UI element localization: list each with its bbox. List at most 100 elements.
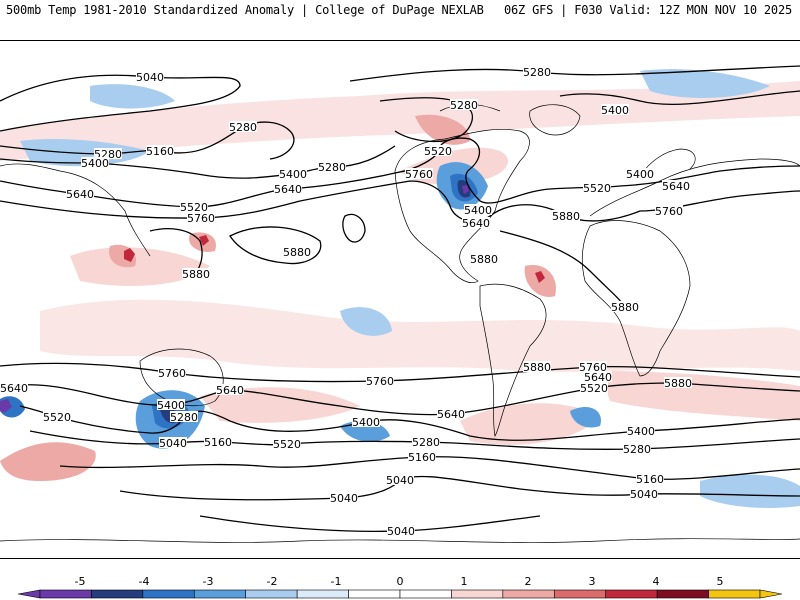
colorbar-cell	[348, 589, 401, 599]
colorbar-tick-label: -5	[75, 575, 86, 588]
colorbar-tick-label: 2	[525, 575, 532, 588]
contour-label-bg	[523, 361, 551, 372]
contour-label-bg	[584, 371, 612, 382]
map-title: 500mb Temp 1981-2010 Standardized Anomal…	[6, 3, 484, 17]
contour-label: 5040	[387, 525, 415, 538]
contour-label: 5520	[180, 201, 208, 214]
contour-label-bg	[412, 436, 440, 447]
contour-label-bg	[158, 367, 186, 378]
colorbar-cell	[605, 589, 658, 599]
contour-label: 5400	[601, 104, 629, 117]
contour-label-bg	[408, 451, 436, 462]
contour-label: 5280	[170, 411, 198, 424]
contour-label-bg	[204, 436, 232, 447]
contour-label-bg	[146, 145, 174, 156]
contour-label-bg	[662, 180, 690, 191]
colorbar-cell	[39, 589, 92, 599]
contour-label: 5640	[462, 217, 490, 230]
contour-label-bg	[450, 99, 478, 110]
contour-label: 5280	[450, 99, 478, 112]
contour-label-bg	[66, 188, 94, 199]
contour-label: 5400	[157, 399, 185, 412]
anomaly-colorbar: -5 -4 -3 -2 -1 0 1 2 3 4 5	[17, 575, 783, 599]
colorbar-cell	[502, 589, 555, 599]
contour-label-bg	[81, 157, 109, 168]
contour-label: 5640	[584, 371, 612, 384]
contour-label: 5160	[408, 451, 436, 464]
contour-label-bg	[611, 301, 639, 312]
contour-label-bg	[462, 217, 490, 228]
contour-label: 5760	[405, 168, 433, 181]
contour-label: 5880	[470, 253, 498, 266]
contour-label-bg	[630, 488, 658, 499]
contour-label: 5640	[216, 384, 244, 397]
contour-label: 5640	[0, 382, 28, 395]
contour-label-bg	[470, 253, 498, 264]
colorbar-tick-label: 4	[653, 575, 660, 588]
contour-label: 5760	[579, 361, 607, 374]
colorbar-tick-label: -3	[203, 575, 214, 588]
contour-label: 5160	[146, 145, 174, 158]
colorbar-cell	[91, 589, 144, 599]
contour-label: 5880	[552, 210, 580, 223]
contour-label-bg	[437, 408, 465, 419]
contour-label-bg	[580, 382, 608, 393]
contour-label: 5400	[626, 168, 654, 181]
contour-label-bg	[626, 168, 654, 179]
contour-label-bg	[274, 183, 302, 194]
contour-label: 5880	[283, 246, 311, 259]
contour-label: 5400	[81, 157, 109, 170]
contour-label: 5160	[204, 436, 232, 449]
contour-label-bg	[655, 205, 683, 216]
contour-label: 5520	[424, 145, 452, 158]
colorbar-tick-label: -4	[139, 575, 150, 588]
contour-label-bg	[664, 377, 692, 388]
contour-label-bg	[283, 246, 311, 257]
contour-label: 5400	[279, 168, 307, 181]
contour-label-bg	[279, 168, 307, 179]
colorbar-tick-label: 1	[461, 575, 468, 588]
contour-label: 5040	[630, 488, 658, 501]
contour-label-bg	[523, 66, 551, 77]
colorbar-cell	[245, 589, 298, 599]
contour-label-bg	[583, 182, 611, 193]
contour-label: 5520	[43, 411, 71, 424]
anomaly-map[interactable]: 5040 5280 5280 5400 5280 5160 5280 5400 5520 5280…	[0, 40, 800, 559]
contour-label: 5400	[627, 425, 655, 438]
colorbar-cell	[708, 589, 761, 599]
contour-label: 5880	[523, 361, 551, 374]
contour-label: 5280	[623, 443, 651, 456]
contour-label: 5760	[655, 205, 683, 218]
contour-label-bg	[0, 382, 28, 393]
contour-label-bg	[352, 416, 380, 427]
contour-label-bg	[180, 201, 208, 212]
contour-label-bg	[387, 525, 415, 536]
colorbar-cell	[399, 589, 452, 599]
model-run-info: 06Z GFS | F030 Valid: 12Z MON NOV 10 202…	[503, 3, 792, 17]
contour-label: 5280	[523, 66, 551, 79]
contour-label: 5160	[636, 473, 664, 486]
contour-label-bg	[386, 474, 414, 485]
contour-label: 5520	[583, 182, 611, 195]
contour-label-bg	[330, 492, 358, 503]
contour-label-bg	[136, 71, 164, 82]
contour-label: 5040	[330, 492, 358, 505]
colorbar-low-arrow	[17, 589, 41, 599]
contour-label-bg	[405, 168, 433, 179]
colorbar-cells	[17, 589, 783, 599]
colorbar-tick-label: 3	[589, 575, 596, 588]
contour-label: 5760	[366, 375, 394, 388]
contour-label-bg	[552, 210, 580, 221]
colorbar-cell	[142, 589, 195, 599]
contour-label-bg	[43, 411, 71, 422]
contour-label-bg	[229, 121, 257, 132]
colorbar-tick-label: 5	[717, 575, 724, 588]
contour-label-bg	[627, 425, 655, 436]
contour-label: 5520	[273, 438, 301, 451]
colorbar-tick-label: -1	[331, 575, 342, 588]
colorbar-tick-label: -2	[267, 575, 278, 588]
contour-label-bg	[424, 145, 452, 156]
contour-label: 5640	[662, 180, 690, 193]
